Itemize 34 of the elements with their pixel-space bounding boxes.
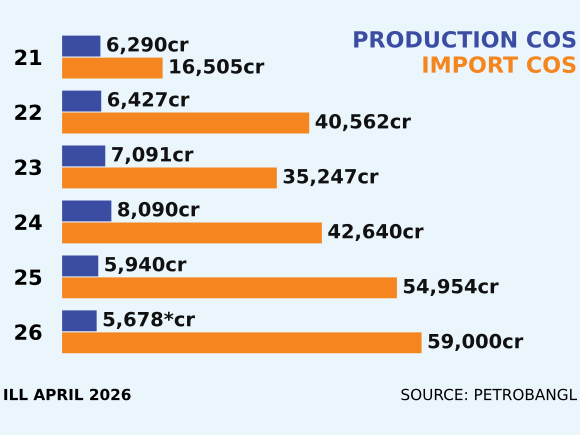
data-label: 7,091cr	[112, 146, 194, 164]
bar	[62, 200, 112, 222]
bar	[62, 222, 322, 244]
data-label: 42,640cr	[328, 224, 424, 242]
bar	[62, 168, 277, 188]
y-tick-label: 22	[15, 104, 41, 120]
text: IMPORT COS	[423, 56, 576, 74]
bar	[62, 310, 97, 332]
data-label: 5,678*cr	[104, 312, 195, 329]
bar	[62, 146, 106, 166]
bar	[62, 277, 397, 298]
y-tick-label: 25	[15, 269, 42, 286]
data-label: 40,562cr	[316, 114, 411, 132]
y-tick-label: 21	[15, 50, 42, 65]
bar	[62, 332, 422, 354]
bar	[62, 112, 310, 134]
source-note: SOURCE: PETROBANGL	[401, 388, 578, 400]
data-label: 35,247cr	[284, 168, 378, 186]
data-label: 5,940cr	[105, 256, 186, 274]
y-tick-label: 23	[15, 159, 41, 176]
data-label: 6,427cr	[108, 92, 190, 110]
data-label: 16,505cr	[170, 58, 264, 76]
y-tick-label: 26	[15, 324, 42, 340]
text: ILL APRIL 2026	[4, 388, 131, 400]
y-tick-label: 24	[15, 214, 42, 230]
data-label: 54,954cr	[404, 278, 499, 296]
bar	[62, 36, 100, 57]
data-label: 59,000cr	[428, 334, 524, 351]
text: PRODUCTION COS	[354, 30, 576, 48]
data-label: 6,290cr	[107, 37, 189, 54]
bar	[62, 90, 102, 112]
data-label: 8,090cr	[118, 202, 200, 220]
bar	[62, 58, 163, 78]
bar	[62, 255, 98, 276]
